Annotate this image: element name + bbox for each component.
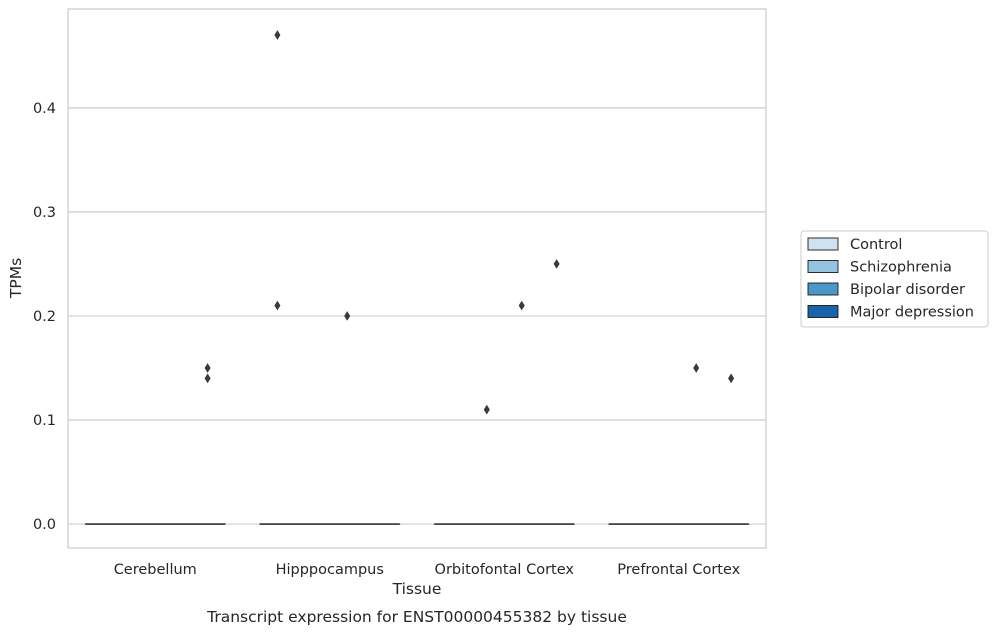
legend-swatch [807, 282, 839, 296]
legend-label: Schizophrenia [850, 260, 952, 276]
y-axis-ticks: 0.0 0.1 0.2 0.3 0.4 [33, 101, 56, 533]
outlier-point [518, 300, 525, 311]
gridlines [68, 107, 766, 525]
legend-label: Control [850, 237, 902, 253]
x-tick-label: Prefrontal Cortex [617, 562, 740, 578]
y-tick-label: 0.4 [33, 101, 56, 117]
y-tick-label: 0.2 [33, 309, 56, 325]
x-tick-label: Orbitofontal Cortex [435, 562, 575, 578]
outlier-point [204, 373, 211, 384]
y-tick-label: 0.0 [33, 517, 56, 533]
outlier-point [693, 363, 700, 373]
outlier-point [274, 300, 281, 311]
plot-area-frame [67, 8, 767, 549]
y-tick-label: 0.1 [33, 413, 56, 429]
legend-swatch [807, 237, 839, 251]
outlier-points [204, 30, 735, 415]
y-tick-label: 0.3 [33, 205, 56, 221]
outlier-point [204, 363, 211, 373]
outlier-point [728, 373, 735, 384]
x-tick-label: Hipppocampus [276, 562, 384, 578]
outlier-point [344, 311, 351, 321]
legend-label: Bipolar disorder [850, 282, 965, 298]
chart-caption: Transcript expression for ENST0000045538… [206, 608, 627, 626]
x-tick-label: Cerebellum [114, 562, 197, 578]
legend-swatch [807, 260, 839, 273]
legend-frame [800, 230, 989, 328]
x-axis-ticks: Cerebellum Hipppocampus Orbitofontal Corte… [114, 562, 741, 578]
legend: Control Schizophrenia Bipolar disorder Majo… [800, 230, 989, 328]
outlier-point [274, 30, 281, 40]
y-axis-title: TPMs [7, 258, 25, 299]
legend-label: Major depression [850, 305, 974, 321]
legend-swatch [807, 305, 839, 318]
x-axis-title: Tissue [392, 580, 442, 598]
outlier-point [483, 404, 490, 415]
outlier-point [553, 259, 560, 269]
